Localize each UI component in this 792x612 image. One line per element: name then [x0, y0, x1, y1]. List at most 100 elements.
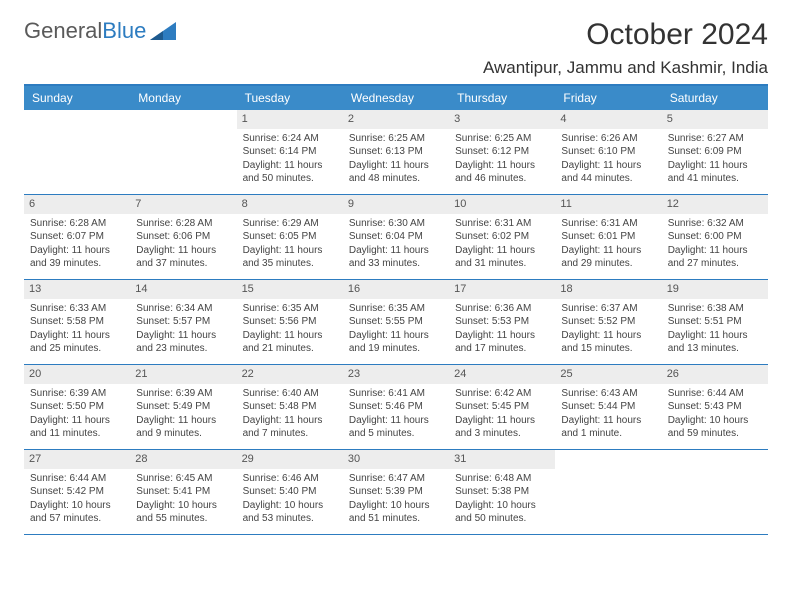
sunrise-text: Sunrise: 6:34 AM	[136, 302, 230, 316]
day-number: 3	[449, 110, 555, 129]
logo-triangle-icon	[150, 22, 176, 40]
daylight-text: Daylight: 11 hours and 33 minutes.	[349, 244, 443, 271]
day-cell-20: 20Sunrise: 6:39 AMSunset: 5:50 PMDayligh…	[24, 365, 130, 449]
sunrise-text: Sunrise: 6:46 AM	[243, 472, 337, 486]
sunrise-text: Sunrise: 6:31 AM	[455, 217, 549, 231]
daylight-text: Daylight: 11 hours and 7 minutes.	[243, 414, 337, 441]
day-cell-24: 24Sunrise: 6:42 AMSunset: 5:45 PMDayligh…	[449, 365, 555, 449]
sunrise-text: Sunrise: 6:40 AM	[243, 387, 337, 401]
sunset-text: Sunset: 5:43 PM	[668, 400, 762, 414]
daylight-text: Daylight: 11 hours and 21 minutes.	[243, 329, 337, 356]
sunrise-text: Sunrise: 6:27 AM	[668, 132, 762, 146]
dow-friday: Friday	[555, 86, 661, 110]
sunrise-text: Sunrise: 6:26 AM	[561, 132, 655, 146]
day-number: 23	[343, 365, 449, 384]
day-number: 1	[237, 110, 343, 129]
brand-part1: General	[24, 18, 102, 44]
sunset-text: Sunset: 6:00 PM	[668, 230, 762, 244]
sunrise-text: Sunrise: 6:39 AM	[136, 387, 230, 401]
day-number: 31	[449, 450, 555, 469]
day-number: 21	[130, 365, 236, 384]
sunrise-text: Sunrise: 6:41 AM	[349, 387, 443, 401]
day-number: 22	[237, 365, 343, 384]
daylight-text: Daylight: 11 hours and 27 minutes.	[668, 244, 762, 271]
day-number: 9	[343, 195, 449, 214]
sunrise-text: Sunrise: 6:43 AM	[561, 387, 655, 401]
day-cell-17: 17Sunrise: 6:36 AMSunset: 5:53 PMDayligh…	[449, 280, 555, 364]
daylight-text: Daylight: 11 hours and 17 minutes.	[455, 329, 549, 356]
sunset-text: Sunset: 5:38 PM	[455, 485, 549, 499]
day-cell-1: 1Sunrise: 6:24 AMSunset: 6:14 PMDaylight…	[237, 110, 343, 194]
sunset-text: Sunset: 5:49 PM	[136, 400, 230, 414]
day-cell-14: 14Sunrise: 6:34 AMSunset: 5:57 PMDayligh…	[130, 280, 236, 364]
daylight-text: Daylight: 11 hours and 9 minutes.	[136, 414, 230, 441]
daylight-text: Daylight: 11 hours and 25 minutes.	[30, 329, 124, 356]
day-number: 28	[130, 450, 236, 469]
sunset-text: Sunset: 6:01 PM	[561, 230, 655, 244]
daylight-text: Daylight: 11 hours and 5 minutes.	[349, 414, 443, 441]
sunset-text: Sunset: 6:12 PM	[455, 145, 549, 159]
week-row: 13Sunrise: 6:33 AMSunset: 5:58 PMDayligh…	[24, 280, 768, 365]
week-row: 20Sunrise: 6:39 AMSunset: 5:50 PMDayligh…	[24, 365, 768, 450]
sunset-text: Sunset: 5:44 PM	[561, 400, 655, 414]
day-cell-28: 28Sunrise: 6:45 AMSunset: 5:41 PMDayligh…	[130, 450, 236, 534]
empty-cell	[555, 450, 661, 534]
day-cell-25: 25Sunrise: 6:43 AMSunset: 5:44 PMDayligh…	[555, 365, 661, 449]
sunrise-text: Sunrise: 6:48 AM	[455, 472, 549, 486]
sunset-text: Sunset: 6:09 PM	[668, 145, 762, 159]
day-cell-31: 31 Sunrise: 6:48 AMSunset: 5:38 PMDayligh…	[449, 450, 555, 534]
daylight-text: Daylight: 11 hours and 41 minutes.	[668, 159, 762, 186]
sunset-text: Sunset: 6:04 PM	[349, 230, 443, 244]
daylight-text: Daylight: 10 hours and 59 minutes.	[668, 414, 762, 441]
day-cell-19: 19Sunrise: 6:38 AMSunset: 5:51 PMDayligh…	[662, 280, 768, 364]
day-cell-6: 6Sunrise: 6:28 AMSunset: 6:07 PMDaylight…	[24, 195, 130, 279]
sunset-text: Sunset: 6:05 PM	[243, 230, 337, 244]
sunset-text: Sunset: 5:45 PM	[455, 400, 549, 414]
day-cell-4: 4Sunrise: 6:26 AMSunset: 6:10 PMDaylight…	[555, 110, 661, 194]
dow-saturday: Saturday	[662, 86, 768, 110]
day-number: 2	[343, 110, 449, 129]
day-number: 29	[237, 450, 343, 469]
sunrise-text: Sunrise: 6:37 AM	[561, 302, 655, 316]
empty-cell	[24, 110, 130, 194]
day-cell-26: 26Sunrise: 6:44 AMSunset: 5:43 PMDayligh…	[662, 365, 768, 449]
sunrise-text: Sunrise: 6:33 AM	[30, 302, 124, 316]
day-cell-15: 15 Sunrise: 6:35 AMSunset: 5:56 PMDayligh…	[237, 280, 343, 364]
day-cell-9: 9Sunrise: 6:30 AMSunset: 6:04 PMDaylight…	[343, 195, 449, 279]
day-number: 13	[24, 280, 130, 299]
day-cell-13: 13 Sunrise: 6:33 AMSunset: 5:58 PMDayligh…	[24, 280, 130, 364]
day-number: 15	[237, 280, 343, 299]
sunrise-text: Sunrise: 6:35 AM	[243, 302, 337, 316]
day-cell-8: 8Sunrise: 6:29 AMSunset: 6:05 PMDaylight…	[237, 195, 343, 279]
sunset-text: Sunset: 5:46 PM	[349, 400, 443, 414]
sunrise-text: Sunrise: 6:47 AM	[349, 472, 443, 486]
daylight-text: Daylight: 11 hours and 35 minutes.	[243, 244, 337, 271]
daylight-text: Daylight: 11 hours and 44 minutes.	[561, 159, 655, 186]
sunset-text: Sunset: 6:06 PM	[136, 230, 230, 244]
day-number: 10	[449, 195, 555, 214]
daylight-text: Daylight: 10 hours and 50 minutes.	[455, 499, 549, 526]
dow-thursday: Thursday	[449, 86, 555, 110]
page-title: October 2024	[586, 18, 768, 52]
day-cell-12: 12Sunrise: 6:32 AMSunset: 6:00 PMDayligh…	[662, 195, 768, 279]
sunset-text: Sunset: 5:41 PM	[136, 485, 230, 499]
day-of-week-header: SundayMondayTuesdayWednesdayThursdayFrid…	[24, 86, 768, 110]
week-row: 27Sunrise: 6:44 AMSunset: 5:42 PMDayligh…	[24, 450, 768, 535]
sunrise-text: Sunrise: 6:42 AM	[455, 387, 549, 401]
day-cell-5: 5 Sunrise: 6:27 AMSunset: 6:09 PMDaylight…	[662, 110, 768, 194]
sunset-text: Sunset: 5:58 PM	[30, 315, 124, 329]
day-number: 5	[662, 110, 768, 129]
daylight-text: Daylight: 11 hours and 19 minutes.	[349, 329, 443, 356]
daylight-text: Daylight: 10 hours and 57 minutes.	[30, 499, 124, 526]
daylight-text: Daylight: 11 hours and 46 minutes.	[455, 159, 549, 186]
daylight-text: Daylight: 11 hours and 31 minutes.	[455, 244, 549, 271]
day-cell-10: 10Sunrise: 6:31 AMSunset: 6:02 PMDayligh…	[449, 195, 555, 279]
day-number: 7	[130, 195, 236, 214]
sunset-text: Sunset: 5:40 PM	[243, 485, 337, 499]
day-cell-7: 7Sunrise: 6:28 AMSunset: 6:06 PMDaylight…	[130, 195, 236, 279]
daylight-text: Daylight: 11 hours and 13 minutes.	[668, 329, 762, 356]
sunset-text: Sunset: 5:56 PM	[243, 315, 337, 329]
daylight-text: Daylight: 11 hours and 23 minutes.	[136, 329, 230, 356]
day-number: 8	[237, 195, 343, 214]
sunset-text: Sunset: 5:39 PM	[349, 485, 443, 499]
